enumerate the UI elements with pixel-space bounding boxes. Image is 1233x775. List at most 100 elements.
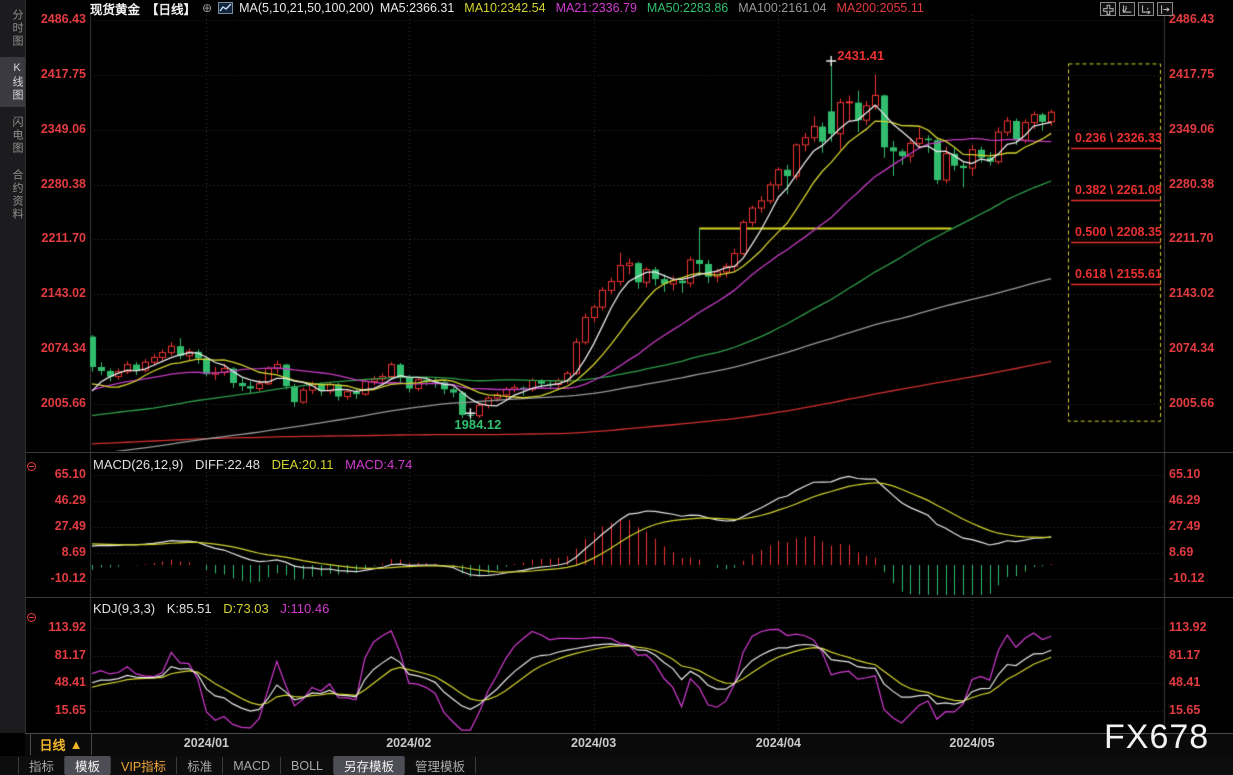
tab-separator (332, 757, 334, 774)
macd-axis-tick-left: 65.10 (54, 467, 86, 482)
collapse-macd-pane-icon[interactable] (27, 462, 36, 471)
price-axis-tick-left: 2349.06 (40, 121, 86, 136)
macd-axis-tick-right: 27.49 (1169, 519, 1201, 533)
tab-标准[interactable]: 标准 (187, 760, 213, 774)
macd-axis-tick-right: 46.29 (1169, 493, 1201, 508)
fib-level-label: 0.236 \ 2326.33 (1075, 130, 1162, 145)
macd-axis-tick-left: 46.29 (54, 493, 86, 508)
kdj-axis-tick-left: 48.41 (54, 675, 86, 690)
price-axis-tick-right: 2074.34 (1169, 341, 1215, 356)
tab-separator (280, 757, 282, 774)
kdj-axis-tick-right: 15.65 (1169, 702, 1201, 717)
date-axis-label: 2024/04 (755, 736, 801, 750)
price-axis-tick-right: 2143.02 (1169, 286, 1215, 301)
kdj-axis-tick-left: 81.17 (54, 647, 86, 662)
grid-move-icon[interactable] (1100, 2, 1116, 16)
tab-VIP指标[interactable]: VIP指标 (121, 760, 167, 774)
tab-模板[interactable]: 模板 (65, 756, 111, 775)
date-axis-row: 日线 ▲ 2024/01 2024/02 2024/03 2024/04 2024/05 (25, 733, 1233, 757)
kdj-k-value: K:85.51 (166, 601, 212, 616)
kdj-d-value: D:73.03 (223, 601, 269, 616)
macd-header: MACD(26,12,9) DIFF:22.48 DEA:20.11 MACD:… (93, 457, 420, 472)
fib-level-label: 0.618 \ 2155.61 (1075, 267, 1162, 282)
chart-type-icon[interactable] (218, 2, 234, 14)
macd-dea-value: DEA:20.11 (271, 457, 334, 472)
price-axis-tick-right: 2005.66 (1169, 395, 1215, 410)
period-selector-label: 日线 (39, 738, 66, 753)
collapse-kdj-pane-icon[interactable] (27, 613, 36, 622)
price-axis-tick-left: 2486.43 (40, 12, 86, 26)
ma-value: MA50:2283.86 (646, 1, 729, 15)
tab-separator (64, 757, 66, 774)
title-bar: 现货黄金 【日线】 ⊕ MA(5,10,21,50,100,200) MA5:2… (90, 1, 934, 17)
pan-right-icon[interactable] (1157, 2, 1173, 16)
price-axis-tick-left: 2417.75 (40, 66, 86, 81)
date-axis-label: 2024/02 (386, 736, 432, 750)
price-axis-tick-right: 2280.38 (1169, 176, 1215, 191)
date-axis-label: 2024/01 (183, 736, 229, 750)
price-axis-tick-right: 2349.06 (1169, 121, 1215, 136)
kdj-axis-tick-left: 113.92 (48, 620, 86, 634)
period-selector-arrow-icon: ▲ (69, 737, 83, 752)
ma-value: MA21:2336.79 (555, 1, 637, 15)
price-axis-tick-left: 2211.70 (41, 231, 87, 246)
macd-title: MACD(26,12,9) (93, 457, 184, 472)
tab-BOLL[interactable]: BOLL (291, 758, 323, 773)
price-axis-tick-right: 2486.43 (1169, 12, 1215, 26)
tab-separator (18, 757, 19, 774)
ma-value: MA200:2055.11 (836, 1, 924, 15)
price-axis-tick-right: 2417.75 (1169, 66, 1215, 81)
macd-axis-tick-right: 65.10 (1169, 467, 1201, 482)
scale-vertical-icon[interactable] (1119, 2, 1135, 16)
price-axis-tick-left: 2074.34 (40, 341, 86, 356)
price-axis-tick-right: 2211.70 (1169, 231, 1214, 246)
ma-value: MA5:2366.31 (379, 1, 455, 15)
tab-separator (176, 757, 178, 774)
macd-diff-value: DIFF:22.48 (194, 457, 260, 472)
period-label: 【日线】 (146, 2, 197, 17)
kdj-header: KDJ(9,3,3) K:85.51 D:73.03 J:110.46 (93, 601, 337, 616)
fib-level-label: 0.382 \ 2261.08 (1075, 182, 1162, 197)
kdj-title: KDJ(9,3,3) (93, 601, 156, 616)
pane-separator-macd-kdj[interactable] (25, 597, 1233, 598)
macd-axis-tick-left: -10.12 (50, 570, 86, 585)
period-selector[interactable]: 日线 ▲ (30, 734, 92, 755)
price-axis-tick-left: 2280.38 (40, 176, 86, 191)
sidebar-item-K线图[interactable]: K线图 (0, 57, 25, 107)
sidebar-item-闪电图[interactable]: 闪电图 (11, 116, 23, 155)
tab-separator (110, 757, 112, 774)
add-overlay-icon[interactable]: ⊕ (202, 1, 213, 15)
price-axis-tick-left: 2005.66 (40, 395, 86, 410)
scale-horizontal-icon[interactable] (1138, 2, 1154, 16)
kdj-axis-tick-right: 48.41 (1169, 675, 1201, 690)
left-sidebar: 分时图 K线图闪电图合约资料 (0, 0, 26, 733)
pane-separator-main-macd[interactable] (25, 452, 1233, 453)
chart-toolbar (1100, 2, 1173, 16)
tab-MACD[interactable]: MACD (233, 758, 271, 773)
fib-level-label: 0.500 \ 2208.35 (1075, 225, 1162, 240)
macd-macd-value: MACD:4.74 (345, 457, 413, 472)
tab-separator (222, 757, 224, 774)
tab-另存模板[interactable]: 另存模板 (333, 756, 404, 775)
kdj-axis-tick-left: 15.65 (54, 702, 86, 717)
sidebar-item-合约资料[interactable]: 合约资料 (11, 169, 23, 221)
date-axis-label: 2024/05 (949, 736, 995, 750)
macd-axis-tick-left: 27.49 (54, 519, 86, 533)
price-chart-canvas[interactable] (0, 0, 1233, 733)
tab-指标[interactable]: 指标 (29, 760, 55, 774)
sidebar-item-分时图[interactable]: 分时图 (11, 9, 23, 48)
high-price-annotation: 2431.41 (837, 47, 885, 63)
template-tab-bar: 指标 模板 VIP指标 标准 MACD BOLL 另存模板 管理模板 (0, 756, 1233, 775)
tab-管理模板[interactable]: 管理模板 (415, 760, 466, 774)
kdj-j-value: J:110.46 (280, 601, 330, 616)
watermark-logo: FX678 (1104, 718, 1210, 756)
symbol-name: 现货黄金 (90, 2, 141, 17)
macd-axis-tick-right: -10.12 (1169, 570, 1205, 585)
price-axis-tick-left: 2143.02 (40, 286, 86, 301)
ma-value: MA100:2161.04 (738, 1, 827, 15)
low-price-annotation: 1984.12 (454, 417, 502, 433)
tab-separator (404, 757, 405, 774)
date-axis-label: 2024/03 (571, 736, 617, 750)
kdj-axis-tick-right: 113.92 (1169, 620, 1207, 634)
